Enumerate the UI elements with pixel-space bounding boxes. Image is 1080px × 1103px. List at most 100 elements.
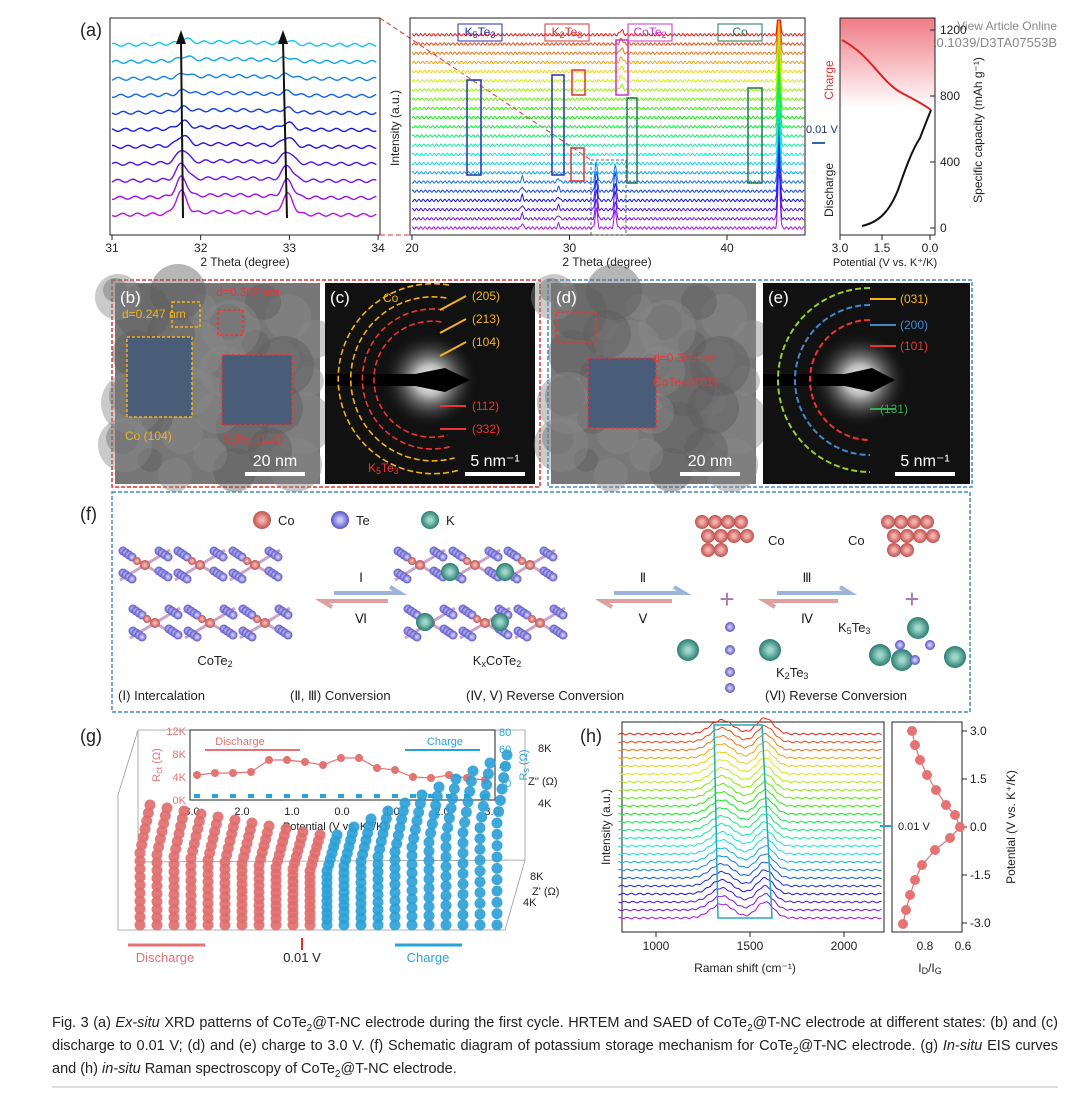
eis-bead (491, 851, 503, 863)
xrd-curve (411, 111, 805, 175)
atom (402, 574, 412, 584)
atom (881, 515, 895, 529)
formula-part: 5 (473, 30, 478, 40)
formula-part: 3 (248, 437, 253, 447)
texture (629, 438, 663, 472)
eis-bead (389, 878, 401, 890)
formula-part: K (838, 620, 847, 635)
eis-bead (134, 863, 146, 875)
caption-text: 2 (792, 1045, 799, 1057)
eis-bead (457, 837, 469, 849)
formula: Rct (Ω) (151, 748, 164, 782)
formula-part: (112) (253, 432, 283, 446)
eis-bead (134, 911, 146, 923)
eis-bead (440, 900, 452, 912)
atom (900, 529, 914, 543)
panel-label: (e) (768, 288, 789, 307)
eis-bead (440, 919, 452, 931)
atom (273, 572, 283, 582)
eis-bead (423, 901, 435, 913)
tick-label: 4K (523, 897, 537, 909)
caption-text: XRD patterns of CoTe (159, 1015, 307, 1031)
tick-label: 4K (538, 798, 552, 810)
rs-point (302, 794, 308, 798)
formula: K5Te3 (465, 25, 496, 40)
x-label: 2 Theta (degree) (200, 255, 289, 269)
rct-point (229, 769, 237, 777)
texture (242, 330, 270, 358)
caption-text: in-situ (101, 1061, 141, 1077)
texture (542, 422, 574, 454)
roi (171, 301, 201, 328)
eis-bead (496, 783, 508, 795)
view-online[interactable]: View Article Online (957, 19, 1057, 33)
eis-bead (168, 873, 180, 885)
eis-bead (423, 836, 435, 848)
caption-text: 2 (747, 1022, 753, 1034)
eis-bead (482, 768, 494, 780)
eis-bead (151, 857, 163, 869)
annotation: Co (104) (125, 429, 172, 443)
eis-bead (151, 864, 163, 876)
annotation: 0.01 V (898, 821, 930, 833)
eis-bead (280, 823, 292, 835)
x-tick-label: 34 (371, 241, 385, 255)
eis-bead (491, 908, 503, 920)
eis-bead (372, 896, 384, 908)
texture (586, 264, 642, 320)
atom (198, 615, 206, 623)
atom (163, 552, 173, 562)
atom (677, 639, 699, 661)
atom (887, 529, 901, 543)
texture (684, 428, 728, 472)
eis-bead (474, 876, 486, 888)
eis-bead (457, 888, 469, 900)
eis-bead (372, 873, 384, 885)
atom (891, 649, 913, 671)
panel-label: (b) (120, 288, 141, 307)
texture (701, 294, 747, 340)
texture (294, 366, 324, 396)
doi[interactable]: DOI: 10.1039/D3TA07553B (899, 35, 1057, 50)
arrow (180, 39, 184, 219)
idig-point (898, 919, 908, 929)
xrd-curve (111, 189, 377, 218)
rct-point (391, 766, 399, 774)
eis-bead (406, 893, 418, 905)
rs-point (266, 794, 272, 798)
formula-part: (Ω) (518, 749, 530, 768)
eis-bead (409, 824, 421, 836)
eis-bead (474, 887, 486, 899)
atom (228, 610, 238, 620)
ring (794, 304, 871, 456)
eis-bead (477, 800, 489, 812)
formula-part: 5 (847, 626, 852, 636)
eis-bead (423, 845, 435, 857)
formula-part: Te (790, 665, 804, 680)
eis-bead (413, 806, 425, 818)
xrd-curve (411, 167, 805, 230)
x-tick-label: 32 (194, 241, 208, 255)
caption-text: @T-NC electrode at different states: (b)… (52, 1015, 1058, 1054)
eis-bead (406, 876, 418, 888)
rs-point (284, 794, 290, 798)
atom (894, 515, 908, 529)
texture (531, 274, 577, 320)
xrd-curve (411, 86, 805, 148)
discharge-curve (861, 109, 932, 227)
atom (253, 615, 261, 623)
texture (594, 458, 628, 492)
phase-tag (717, 23, 763, 42)
roi (217, 309, 244, 336)
raman-curve (618, 797, 882, 816)
eis-bead (440, 909, 452, 921)
eis-bead (212, 811, 224, 823)
charge-curve (841, 39, 932, 111)
eis-bead (494, 794, 506, 806)
divider (52, 1086, 1058, 1088)
raman-curve (618, 725, 882, 744)
x-tick-label: 1000 (643, 939, 670, 953)
eis-bead (406, 919, 418, 931)
atom (283, 630, 293, 640)
eis-bead (168, 866, 180, 878)
